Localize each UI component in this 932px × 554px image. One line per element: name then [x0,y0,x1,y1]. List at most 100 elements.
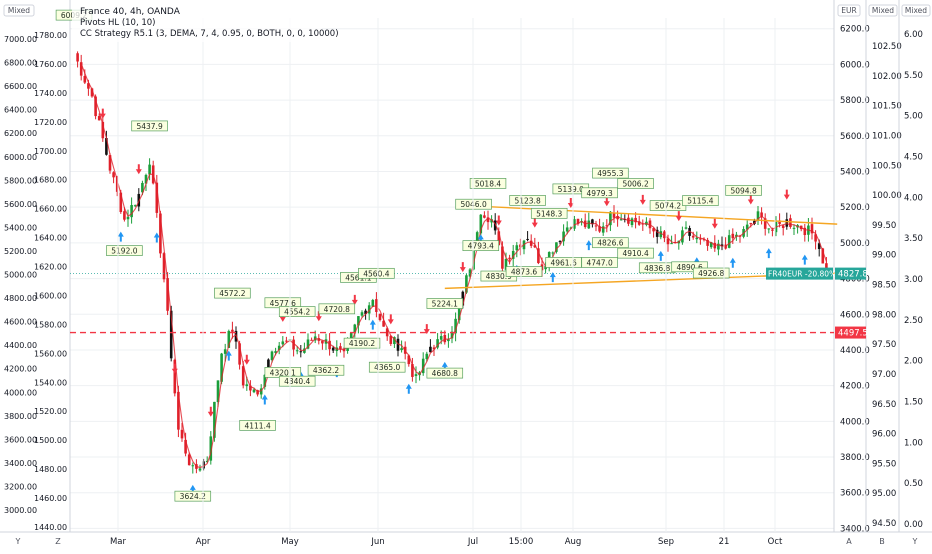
candle[interactable] [655,229,659,237]
buy-arrow-icon[interactable] [441,361,448,372]
level-price-tag[interactable] [835,326,866,339]
sell-arrow-icon[interactable] [387,314,394,325]
candle[interactable] [497,231,501,246]
candle[interactable] [587,220,591,229]
buy-arrow-icon[interactable] [261,394,268,405]
sell-arrow-icon[interactable] [783,189,790,200]
candle[interactable] [241,366,245,386]
left-axis-panel[interactable] [0,0,69,550]
candle[interactable] [220,353,223,382]
candle[interactable] [126,216,130,220]
candle[interactable] [213,401,216,438]
candle[interactable] [727,235,731,248]
candle[interactable] [594,225,598,227]
candle[interactable] [630,218,634,225]
candle[interactable] [537,248,540,264]
pivot-label-box[interactable] [278,375,316,387]
last-price-tag[interactable] [835,267,866,280]
candle[interactable] [166,278,169,311]
candle[interactable] [562,231,565,242]
pivot-label-box[interactable] [426,298,464,309]
candle[interactable] [652,228,655,232]
buy-arrow-icon[interactable] [117,231,124,242]
candle[interactable] [778,220,781,224]
pivot-label-box[interactable] [505,266,543,277]
candle[interactable] [472,242,475,270]
candle[interactable] [749,222,753,225]
sell-arrow-icon[interactable] [135,164,142,175]
candle[interactable] [515,245,519,251]
indicator-strategy-label[interactable]: CC Strategy R5.1 (3, DEMA, 7, 4, 0.95, 0… [80,29,339,39]
candle[interactable] [429,346,432,353]
candle[interactable] [223,349,227,354]
candle[interactable] [803,227,807,236]
candle[interactable] [295,350,299,352]
candle[interactable] [367,305,371,314]
candle[interactable] [119,192,123,213]
pivot-label-box[interactable] [462,240,500,252]
candle[interactable] [789,218,792,227]
candle[interactable] [299,351,303,353]
candle[interactable] [601,226,605,233]
candle[interactable] [483,215,486,218]
candle[interactable] [605,225,609,227]
pivot-label-box[interactable] [426,367,464,379]
candle[interactable] [339,346,342,350]
buy-arrow-icon[interactable] [405,383,412,394]
pivot-label-box[interactable] [530,207,568,219]
candle[interactable] [396,338,400,351]
pivot-label-box[interactable] [106,245,143,256]
buy-arrow-icon[interactable] [549,272,556,283]
candle[interactable] [504,259,508,270]
candle[interactable] [447,339,450,342]
candle[interactable] [465,275,468,293]
candle[interactable] [133,205,137,207]
candle[interactable] [454,318,457,334]
candle[interactable] [526,238,529,240]
sell-arrow-icon[interactable] [675,211,682,222]
candle[interactable] [558,241,562,243]
candle[interactable] [555,242,558,252]
candle[interactable] [529,240,533,246]
buy-arrow-icon[interactable] [801,254,808,265]
pivot-label-box[interactable] [131,120,168,132]
candle[interactable] [781,225,785,229]
sell-arrow-icon[interactable] [603,196,610,207]
candle[interactable] [436,339,439,348]
candle[interactable] [162,253,166,280]
pivot-label-box[interactable] [455,198,492,210]
candle[interactable] [666,238,670,245]
sell-arrow-icon[interactable] [99,108,106,119]
candle[interactable] [101,121,105,139]
sell-arrow-icon[interactable] [315,311,322,322]
candle[interactable] [187,454,191,466]
candle[interactable] [90,88,94,97]
candle[interactable] [573,219,576,229]
candle[interactable] [637,221,641,225]
candle[interactable] [825,263,828,272]
sell-arrow-icon[interactable] [459,262,466,273]
candle[interactable] [501,246,504,269]
pivot-label-box[interactable] [307,364,345,376]
scale-y2-button[interactable]: Y [912,537,918,546]
candle[interactable] [349,332,353,342]
sell-arrow-icon[interactable] [207,406,214,417]
sell-arrow-icon[interactable] [747,194,754,205]
buy-arrow-icon[interactable] [225,350,232,361]
candle[interactable] [475,232,479,243]
candle[interactable] [616,216,619,220]
indicator-pivots-label[interactable]: Pivots HL (10, 10) [80,18,156,28]
candle[interactable] [493,220,497,231]
pivot-label-box[interactable] [343,337,381,349]
candle[interactable] [508,257,511,260]
pivot-label-box[interactable] [617,178,654,189]
pivot-label-box[interactable] [725,184,762,196]
candle[interactable] [673,241,677,243]
candle[interactable] [231,329,234,332]
candle[interactable] [450,331,454,339]
candle[interactable] [421,358,425,374]
candle[interactable] [357,316,360,326]
candle[interactable] [148,164,151,175]
candle[interactable] [169,310,173,359]
candle[interactable] [173,359,177,394]
